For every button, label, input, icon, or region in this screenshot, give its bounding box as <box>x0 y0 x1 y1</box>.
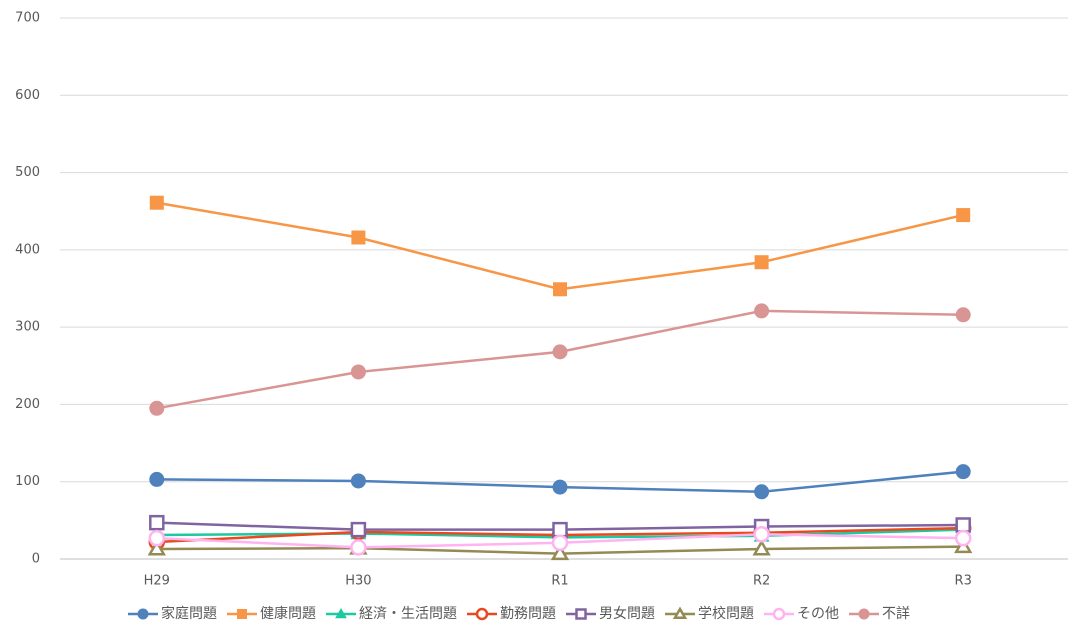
data-point <box>552 521 568 538</box>
x-tick-label: H29 <box>144 574 170 589</box>
y-tick-label: 700 <box>15 11 40 26</box>
legend-item: 健康問題 <box>227 605 316 622</box>
data-point <box>754 484 770 500</box>
data-point <box>552 479 568 495</box>
legend-marker <box>137 608 149 620</box>
legend-item: 学校問題 <box>665 605 754 622</box>
legend-label: 健康問題 <box>260 605 316 622</box>
legend-marker <box>575 608 587 620</box>
legend-label: 男女問題 <box>599 605 655 622</box>
x-tick-label: R3 <box>955 574 972 589</box>
data-point <box>551 534 569 552</box>
x-tick-label: R2 <box>753 574 770 589</box>
data-point <box>754 255 769 270</box>
data-point <box>350 473 366 489</box>
x-tick-label: H30 <box>345 574 371 589</box>
legend-item: 経済・生活問題 <box>326 606 457 622</box>
legend-label: 勤務問題 <box>500 606 556 622</box>
data-point <box>753 526 770 543</box>
legend-label: 経済・生活問題 <box>359 606 457 622</box>
legend-label: その他 <box>797 606 839 622</box>
y-tick-label: 100 <box>15 474 40 489</box>
data-point <box>553 282 567 297</box>
legend-item: 勤務問題 <box>467 606 556 622</box>
data-point <box>149 195 164 210</box>
data-point <box>752 539 771 556</box>
data-point <box>149 400 165 416</box>
data-point <box>149 471 165 487</box>
legend-item: 家庭問題 <box>128 605 217 622</box>
legend-item: 不詳 <box>849 606 910 622</box>
data-point <box>147 539 166 556</box>
y-tick-label: 400 <box>15 242 40 257</box>
y-tick-label: 200 <box>15 397 40 412</box>
data-point <box>350 539 367 556</box>
legend-item: 男女問題 <box>566 605 655 622</box>
y-tick-label: 600 <box>15 88 40 103</box>
data-point <box>955 464 971 480</box>
data-point <box>149 514 165 531</box>
data-point <box>350 521 367 538</box>
data-point <box>956 208 971 223</box>
series-line <box>156 309 964 410</box>
x-tick-label: R1 <box>551 574 568 589</box>
legend-marker <box>237 609 247 619</box>
y-tick-label: 500 <box>15 165 40 180</box>
legend-label: 不詳 <box>882 606 910 622</box>
data-point <box>148 529 166 547</box>
y-tick-label: 300 <box>15 320 40 335</box>
data-point <box>754 303 770 319</box>
data-point <box>550 544 570 561</box>
data-point <box>955 307 971 323</box>
legend-marker <box>475 607 489 621</box>
data-point <box>351 230 366 245</box>
legend-marker <box>335 607 347 619</box>
data-point <box>350 364 366 380</box>
data-point <box>954 529 972 547</box>
series-line <box>156 201 964 291</box>
y-tick-label: 0 <box>32 552 40 567</box>
legend-marker <box>772 607 786 621</box>
data-point <box>552 344 568 360</box>
legend-label: 家庭問題 <box>161 605 217 622</box>
legend-marker <box>858 608 870 620</box>
legend-marker <box>672 606 688 619</box>
data-point <box>955 517 971 533</box>
legend-label: 学校問題 <box>698 605 754 622</box>
legend-item: その他 <box>764 606 839 622</box>
